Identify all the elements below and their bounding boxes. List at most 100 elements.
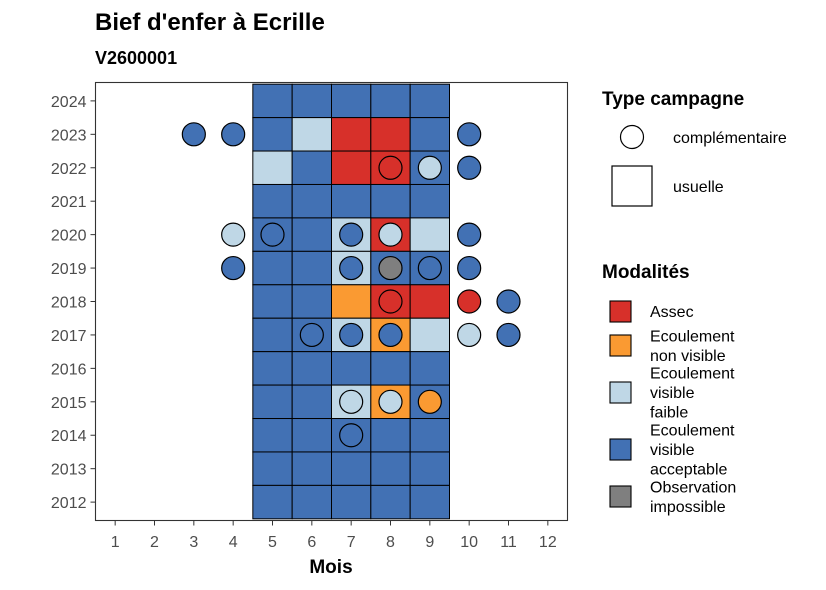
- tile-2019-5: [252, 250, 293, 286]
- tile-2023-5: [252, 117, 293, 152]
- x-tick-label: 7: [347, 534, 356, 551]
- x-tick-label: 2: [150, 534, 159, 551]
- point-2018-11: [496, 289, 521, 314]
- point-2017-7: [339, 322, 364, 348]
- tile-2013-8: [370, 451, 411, 486]
- point-2018-8: [378, 289, 403, 314]
- point-2015-9: [417, 389, 442, 414]
- x-tick-label: 9: [425, 534, 434, 551]
- y-tick-label: 2018: [51, 295, 87, 312]
- y-tick-label: 2015: [51, 395, 87, 412]
- point-2020-7: [339, 222, 364, 247]
- legend-square-key: [611, 165, 653, 207]
- legend-type-title: Type campagne: [602, 89, 744, 110]
- tile-2012-7: [331, 484, 372, 520]
- x-tick-label: 5: [268, 534, 277, 551]
- legend-modalite-label: visible: [650, 442, 695, 459]
- x-tick-label: 4: [229, 534, 238, 551]
- legend-type-campagne: Type campagne complémentaire usuelle: [602, 89, 787, 207]
- legend-modalite-label: non visible: [650, 348, 726, 365]
- point-2019-10: [457, 255, 482, 281]
- legend-modalites-title: Modalités: [602, 262, 690, 283]
- tile-2014-8: [370, 418, 411, 453]
- point-2015-7: [339, 389, 364, 414]
- tile-2021-9: [409, 183, 450, 219]
- y-tick-label: 2016: [51, 361, 87, 378]
- legend-circle-key: [619, 124, 645, 150]
- chart-title: Bief d'enfer à Ecrille: [95, 9, 325, 36]
- tile-2020-9: [409, 217, 450, 252]
- tile-2012-6: [291, 484, 332, 520]
- x-tick-label: 6: [307, 534, 316, 551]
- tile-2023-8: [370, 117, 411, 152]
- tile-2014-9: [409, 418, 450, 453]
- x-tick-label: 11: [500, 534, 517, 551]
- tile-2013-9: [409, 451, 450, 486]
- tile-2023-9: [409, 117, 450, 152]
- tile-2021-8: [370, 183, 411, 219]
- tile-2021-7: [331, 183, 372, 219]
- y-tick-label: 2021: [51, 194, 87, 211]
- point-2020-5: [260, 222, 285, 247]
- tile-2021-6: [291, 183, 332, 219]
- legend-modalite-label: Ecoulement: [650, 328, 735, 345]
- x-axis: 1 2 3 4 5 6 7 8 9 10 11 12: [111, 520, 557, 551]
- y-tick-label: 2020: [51, 228, 87, 245]
- legend-modalite-label: Ecoulement: [650, 423, 735, 440]
- tile-2022-6: [291, 150, 332, 185]
- tile-2017-5: [252, 317, 293, 353]
- point-2019-4: [221, 255, 246, 281]
- legend-key-swatch: [609, 334, 632, 357]
- x-tick-label: 3: [189, 534, 198, 551]
- point-2019-8: [378, 255, 403, 281]
- tile-2023-7: [331, 117, 372, 152]
- x-tick-label: 8: [386, 534, 395, 551]
- point-2017-6: [299, 322, 324, 348]
- legend-key-swatch: [609, 485, 632, 508]
- legend-modalite-label: faible: [650, 405, 688, 422]
- tile-2014-5: [252, 418, 293, 453]
- tile-2019-6: [291, 250, 332, 286]
- tile-2018-6: [291, 284, 332, 319]
- point-2019-7: [339, 255, 364, 281]
- tile-2013-6: [291, 451, 332, 486]
- point-2017-10: [457, 322, 482, 348]
- tile-2012-5: [252, 484, 293, 520]
- tile-2024-6: [291, 83, 332, 119]
- point-2018-10: [457, 289, 482, 314]
- y-tick-label: 2022: [51, 161, 87, 178]
- tile-2018-5: [252, 284, 293, 319]
- point-2022-8: [378, 155, 403, 180]
- tile-2012-8: [370, 484, 411, 520]
- y-tick-label: 2024: [51, 94, 87, 111]
- tile-2016-5: [252, 351, 293, 386]
- legend-modalite-label: impossible: [650, 499, 726, 516]
- tile-2020-6: [291, 217, 332, 252]
- point-2019-9: [417, 255, 442, 281]
- tile-2023-6: [291, 117, 332, 152]
- x-axis-title: Mois: [309, 557, 352, 578]
- chart-subtitle: V2600001: [95, 48, 177, 68]
- legend-key-swatch: [609, 300, 632, 323]
- tile-2022-5: [252, 150, 293, 185]
- complementaire-points: [181, 122, 521, 448]
- tile-2016-7: [331, 351, 372, 386]
- x-tick-label: 10: [460, 534, 478, 551]
- x-tick-label: 1: [111, 534, 120, 551]
- point-2023-4: [221, 122, 246, 147]
- y-tick-label: 2014: [51, 428, 87, 445]
- point-2020-10: [457, 222, 482, 247]
- tile-2013-7: [331, 451, 372, 486]
- tile-2015-6: [291, 384, 332, 420]
- legend-modalite-label: acceptable: [650, 462, 727, 479]
- tile-2018-9: [409, 284, 450, 319]
- point-2014-7: [339, 423, 364, 448]
- y-tick-label: 2017: [51, 328, 87, 345]
- tile-2014-6: [291, 418, 332, 453]
- tile-2022-7: [331, 150, 372, 185]
- x-tick-label: 12: [539, 534, 557, 551]
- legend-modalite-label: Observation: [650, 479, 736, 496]
- tile-2024-8: [370, 83, 411, 119]
